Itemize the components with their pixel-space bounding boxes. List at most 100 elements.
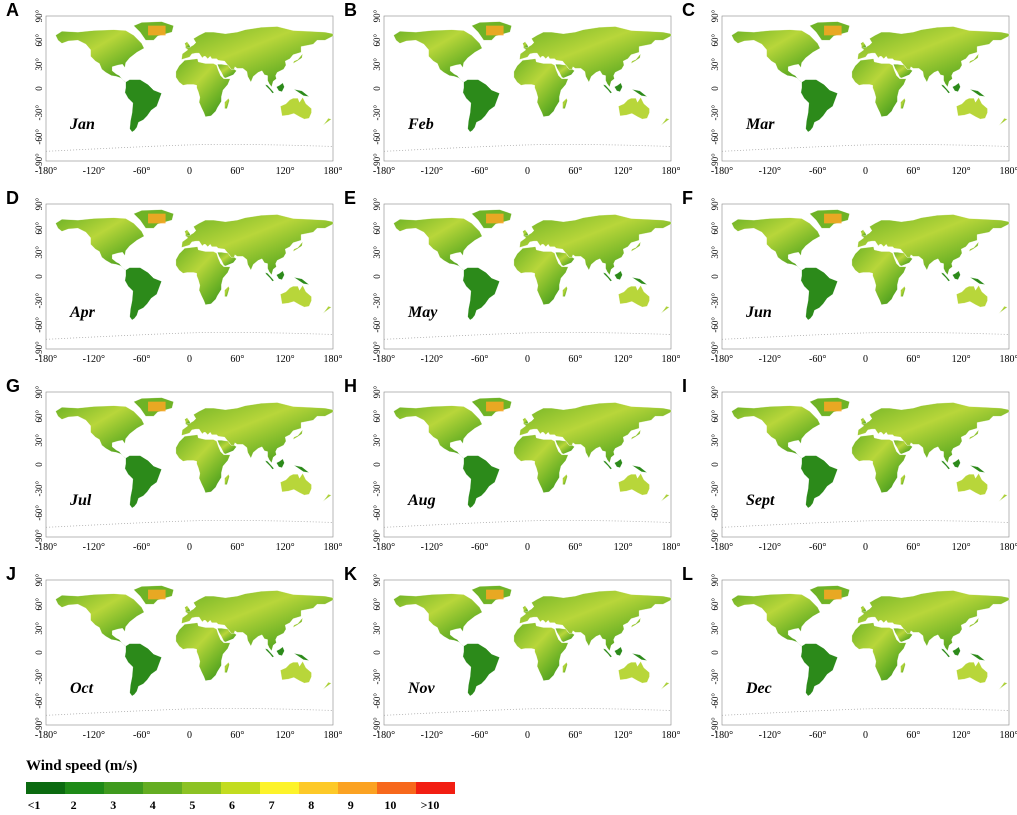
lat-tick-label: 30° xyxy=(710,58,720,71)
landmass-arabia xyxy=(893,252,913,267)
legend-label: 2 xyxy=(70,798,77,812)
landmass-europeAsia xyxy=(519,590,672,652)
lon-tick-label: -120° xyxy=(83,730,105,741)
landmass-southAmerica xyxy=(124,267,162,321)
landmass-northAmerica xyxy=(731,593,821,647)
panel-letter: K xyxy=(344,564,357,584)
landmass-africa xyxy=(513,246,569,305)
map-panel-d: D 90° 60° 30° 0 -30° -60° -90° -180° -120° -60° 0 60… xyxy=(6,188,343,378)
lon-tick-label: -60° xyxy=(133,730,150,741)
legend-swatch xyxy=(182,782,221,794)
landmass-nz xyxy=(322,118,332,126)
high-wind-patch xyxy=(148,589,166,600)
landmass-southAmerica xyxy=(124,79,162,133)
landmass-japan xyxy=(292,429,303,440)
lat-tick-label: 90° xyxy=(34,197,44,210)
high-wind-patch xyxy=(486,589,504,600)
lon-tick-label: 180° xyxy=(1000,542,1017,553)
lat-tick-label: 0 xyxy=(372,274,382,279)
world-map: 90° 60° 30° 0 -30° -60° -90°-180° -120° -60° 0 60°… xyxy=(710,573,1017,741)
lon-tick-label: 180° xyxy=(324,542,343,553)
lat-tick-label: -60° xyxy=(710,129,720,145)
landmass-borneo xyxy=(276,458,285,468)
lat-tick-label: 30° xyxy=(372,622,382,635)
legend-title: Wind speed (m/s) xyxy=(26,758,138,774)
landmass-japan xyxy=(292,53,303,64)
legend-label: 5 xyxy=(189,798,196,812)
legend-swatch xyxy=(299,782,338,794)
lat-tick-label: 60° xyxy=(372,221,382,234)
landmass-borneo xyxy=(276,82,285,92)
landmass-nz xyxy=(660,306,670,314)
landmass-australia xyxy=(956,97,988,120)
landmass-europeAsia xyxy=(857,402,1010,464)
lon-tick-label: 60° xyxy=(230,730,244,741)
lon-tick-label: 60° xyxy=(568,542,582,553)
lon-tick-label: 60° xyxy=(906,354,920,365)
world-map: 90° 60° 30° 0 -30° -60° -90°-180° -120° -60° 0 60°… xyxy=(372,9,681,177)
landmass-northAmerica xyxy=(393,405,483,459)
lon-tick-label: 0 xyxy=(525,354,530,365)
landmass-africa xyxy=(175,434,231,493)
landmass-sumatra xyxy=(602,84,613,94)
landmass-northAmerica xyxy=(55,217,145,271)
month-label: Apr xyxy=(70,304,95,321)
landmass-borneo xyxy=(614,458,623,468)
lon-tick-label: -120° xyxy=(421,166,443,177)
landmass-sumatra xyxy=(940,648,951,658)
lon-tick-label: 120° xyxy=(276,166,295,177)
lon-tick-label: 120° xyxy=(614,166,633,177)
landmass-newGuinea xyxy=(631,89,648,97)
landmass-japan xyxy=(630,241,641,252)
lat-tick-label: -60° xyxy=(34,317,44,333)
map-panel-l: L 90° 60° 30° 0 -30° -60° -90° -180° -120° -60° 0 60… xyxy=(682,564,1017,754)
lat-tick-label: -90° xyxy=(34,341,44,357)
lon-tick-label: 0 xyxy=(187,730,192,741)
landmass-nz xyxy=(998,494,1008,502)
landmass-japan xyxy=(292,241,303,252)
world-map: 90° 60° 30° 0 -30° -60° -90°-180° -120° -60° 0 60°… xyxy=(710,385,1017,553)
landmass-nz xyxy=(660,682,670,690)
lon-tick-label: -120° xyxy=(421,542,443,553)
landmass-arabia xyxy=(555,628,575,643)
lon-tick-label: -60° xyxy=(809,730,826,741)
high-wind-patch xyxy=(486,25,504,36)
landmass-arabia xyxy=(217,252,237,267)
landmass-africa xyxy=(851,622,907,681)
landmass-japan xyxy=(292,617,303,628)
landmass-arabia xyxy=(555,252,575,267)
landmass-australia xyxy=(618,661,650,684)
landmass-madagascar xyxy=(224,661,230,673)
landmass-madagascar xyxy=(562,473,568,485)
lon-tick-label: -180° xyxy=(711,354,733,365)
legend-swatch xyxy=(338,782,377,794)
landmass-europeAsia xyxy=(857,26,1010,88)
lat-tick-label: 90° xyxy=(34,9,44,22)
high-wind-patch xyxy=(824,213,842,224)
landmass-sumatra xyxy=(264,272,275,282)
world-map: 90° 60° 30° 0 -30° -60° -90°-180° -120° -60° 0 60°… xyxy=(372,385,681,553)
landmass-uk xyxy=(184,229,191,237)
landmass-borneo xyxy=(276,646,285,656)
month-label: Jul xyxy=(70,492,92,509)
lon-tick-label: -60° xyxy=(471,166,488,177)
legend-swatch xyxy=(65,782,104,794)
lat-tick-label: -30° xyxy=(34,104,44,120)
lat-tick-label: -30° xyxy=(710,104,720,120)
landmass-southAmerica xyxy=(800,455,838,509)
landmass-newGuinea xyxy=(969,89,986,97)
high-wind-patch xyxy=(148,25,166,36)
lon-tick-label: -180° xyxy=(35,542,57,553)
landmass-uk xyxy=(522,229,529,237)
landmass-nz xyxy=(660,118,670,126)
month-label: May xyxy=(408,304,438,321)
lat-tick-label: -90° xyxy=(372,341,382,357)
lat-tick-label: -30° xyxy=(372,480,382,496)
landmass-northAmerica xyxy=(55,29,145,83)
landmass-newGuinea xyxy=(631,277,648,285)
landmass-arabia xyxy=(555,440,575,455)
legend-colorbar xyxy=(26,782,455,794)
landmass-madagascar xyxy=(224,285,230,297)
landmass-australia xyxy=(280,473,312,496)
panel-letter: A xyxy=(6,0,19,20)
